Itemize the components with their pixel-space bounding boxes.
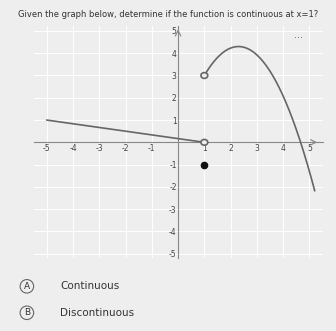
- Text: Given the graph below, determine if the function is continuous at x=1?: Given the graph below, determine if the …: [18, 10, 318, 19]
- Text: Discontinuous: Discontinuous: [60, 308, 135, 318]
- Circle shape: [201, 139, 208, 145]
- Text: B: B: [24, 308, 30, 317]
- Circle shape: [201, 72, 208, 78]
- Text: A: A: [24, 282, 30, 291]
- Text: Continuous: Continuous: [60, 281, 120, 291]
- Text: ...: ...: [294, 30, 303, 40]
